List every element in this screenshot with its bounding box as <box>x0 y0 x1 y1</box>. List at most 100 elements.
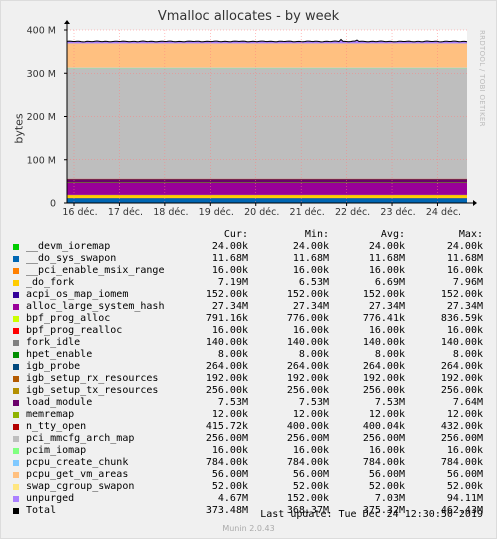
legend-max: 192.00k <box>440 373 483 384</box>
legend-min: 24.00k <box>292 241 329 252</box>
last-update: Last update: Tue Dec 24 12:30:50 2019 <box>260 509 483 520</box>
legend-row: alloc_large_system_hash 27.34M 27.34M 27.34… <box>12 301 492 313</box>
x-tick-label: 21 déc. <box>290 207 325 218</box>
legend-name: memremap <box>26 409 75 420</box>
legend-max: 7.96M <box>452 277 483 288</box>
legend-row: _do_fork 7.19M 6.53M 6.69M 7.96M <box>12 277 492 289</box>
legend-avg: 12.00k <box>368 409 405 420</box>
series-area <box>67 182 467 195</box>
legend-min: 400.00k <box>286 421 329 432</box>
legend-max: 256.00M <box>440 433 483 444</box>
legend-name: __do_sys_swapon <box>26 253 117 264</box>
legend-cur: 152.00k <box>205 289 248 300</box>
series-line <box>66 38 468 43</box>
legend-avg: 16.00k <box>368 445 405 456</box>
legend-max: 11.68M <box>446 253 483 264</box>
legend-cur: 256.00M <box>205 433 248 444</box>
legend-min: 152.00k <box>286 493 329 504</box>
legend-min: 52.00k <box>292 481 329 492</box>
legend-name: bpf_prog_realloc <box>26 325 123 336</box>
legend-min: 16.00k <box>292 265 329 276</box>
legend-name: bpf_prog_alloc <box>26 313 111 324</box>
legend-name: Total <box>26 505 57 516</box>
legend-name: igb_setup_tx_resources <box>26 385 159 396</box>
legend-swatch <box>13 268 19 274</box>
legend-max: 16.00k <box>446 445 483 456</box>
legend-swatch <box>13 496 19 502</box>
legend-avg: 27.34M <box>368 301 405 312</box>
legend-swatch <box>13 304 19 310</box>
legend-row: __pci_enable_msix_range 16.00k 16.00k 16.00… <box>12 265 492 277</box>
legend-avg: 7.03M <box>374 493 405 504</box>
legend-swatch <box>13 376 19 382</box>
series-area <box>67 194 467 198</box>
legend-avg: 11.68M <box>368 253 405 264</box>
legend-swatch <box>13 400 19 406</box>
legend-row: __devm_ioremap 24.00k 24.00k 24.00k 24.00k <box>12 241 492 253</box>
header-min: Min: <box>304 229 329 240</box>
legend-avg: 24.00k <box>368 241 405 252</box>
legend-name: swap_cgroup_swapon <box>26 481 135 492</box>
legend-name: fork_idle <box>26 337 81 348</box>
legend-avg: 256.00M <box>362 433 405 444</box>
legend-cur: 256.00k <box>205 385 248 396</box>
legend-avg: 52.00k <box>368 481 405 492</box>
x-tick-label: 16 déc. <box>62 207 97 218</box>
legend-min: 152.00k <box>286 289 329 300</box>
legend-max: 8.00k <box>452 349 483 360</box>
legend-min: 256.00M <box>286 433 329 444</box>
legend-min: 27.34M <box>292 301 329 312</box>
legend-max: 836.59k <box>440 313 483 324</box>
legend-cur: 7.53M <box>217 397 248 408</box>
legend-table: Cur: Min: Avg: Max: __devm_ioremap 24.00k… <box>12 229 492 517</box>
legend-min: 11.68M <box>292 253 329 264</box>
legend-min: 7.53M <box>298 397 329 408</box>
rrdtool-credit: RRDTOOL / TOBI OETIKER <box>478 30 486 127</box>
legend-max: 152.00k <box>440 289 483 300</box>
legend-name: pcim_iomap <box>26 445 87 456</box>
header-avg: Avg: <box>380 229 405 240</box>
y-tick-label: 100 M <box>27 155 56 166</box>
legend-max: 256.00k <box>440 385 483 396</box>
legend-row: unpurged 4.67M 152.00k 7.03M 94.11M <box>12 493 492 505</box>
legend-avg: 152.00k <box>362 289 405 300</box>
legend-row: fork_idle 140.00k 140.00k 140.00k 140.00k <box>12 337 492 349</box>
legend-rows: __devm_ioremap 24.00k 24.00k 24.00k 24.00k __… <box>12 241 492 517</box>
legend-swatch <box>13 364 19 370</box>
chart-title: Vmalloc allocates - by week <box>157 9 340 24</box>
legend-row: bpf_prog_realloc 16.00k 16.00k 16.00k 16.00k <box>12 325 492 337</box>
header-max: Max: <box>458 229 483 240</box>
legend-row: acpi_os_map_iomem 152.00k 152.00k 152.00k 15… <box>12 289 492 301</box>
legend-cur: 16.00k <box>211 445 248 456</box>
legend-name: pcpu_create_chunk <box>26 457 129 468</box>
legend-cur: 784.00k <box>205 457 248 468</box>
legend-swatch <box>13 448 19 454</box>
legend-avg: 784.00k <box>362 457 405 468</box>
legend-cur: 373.48M <box>205 505 248 516</box>
legend-cur: 192.00k <box>205 373 248 384</box>
x-tick-label: 24 déc. <box>426 207 461 218</box>
legend-avg: 264.00k <box>362 361 405 372</box>
legend-cur: 24.00k <box>211 241 248 252</box>
x-tick-label: 18 déc. <box>153 207 188 218</box>
legend-avg: 16.00k <box>368 265 405 276</box>
y-tick-label: 400 M <box>27 26 56 37</box>
legend-row: pcim_iomap 16.00k 16.00k 16.00k 16.00k <box>12 445 492 457</box>
legend-max: 12.00k <box>446 409 483 420</box>
legend-row: bpf_prog_alloc 791.16k 776.00k 776.41k 836.5… <box>12 313 492 325</box>
legend-name: pci_mmcfg_arch_map <box>26 433 135 444</box>
legend-min: 784.00k <box>286 457 329 468</box>
legend-cur: 7.19M <box>217 277 248 288</box>
legend-row: memremap 12.00k 12.00k 12.00k 12.00k <box>12 409 492 421</box>
y-axis-arrow <box>64 20 70 24</box>
legend-cur: 264.00k <box>205 361 248 372</box>
legend-min: 776.00k <box>286 313 329 324</box>
legend-name: hpet_enable <box>26 349 93 360</box>
legend-min: 12.00k <box>292 409 329 420</box>
legend-swatch <box>13 412 19 418</box>
legend-name: unpurged <box>26 493 75 504</box>
legend-name: igb_setup_rx_resources <box>26 373 159 384</box>
legend-cur: 27.34M <box>211 301 248 312</box>
legend-swatch <box>13 436 19 442</box>
legend-cur: 16.00k <box>211 325 248 336</box>
